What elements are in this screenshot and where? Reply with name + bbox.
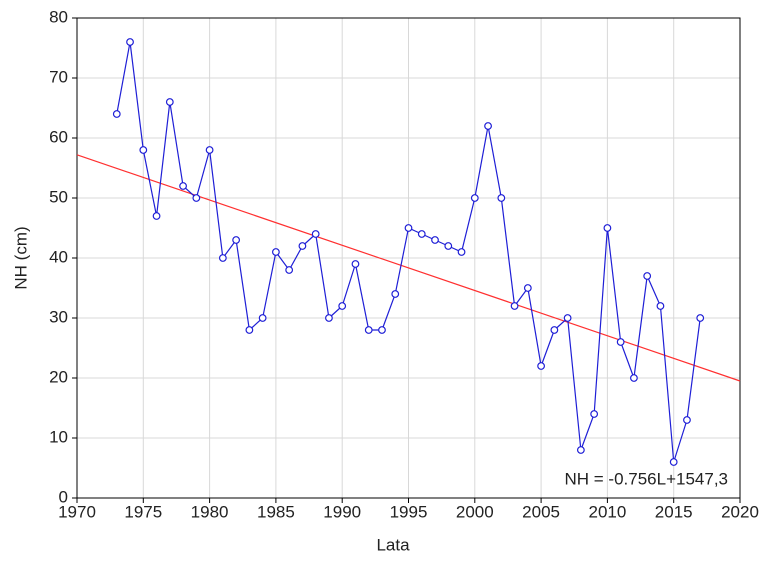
- x-tick-label: 1980: [191, 502, 229, 521]
- x-tick-label: 2015: [655, 502, 693, 521]
- x-tick-label: 1985: [257, 502, 295, 521]
- data-point: [391, 290, 400, 298]
- data-point: [298, 242, 307, 250]
- data-point: [431, 236, 439, 244]
- data-point: [192, 194, 201, 202]
- plot-frame: [76, 17, 741, 499]
- data-point: [139, 146, 148, 154]
- y-tick-label: 10: [49, 427, 68, 446]
- data-point: [179, 182, 187, 190]
- data-point: [258, 314, 267, 322]
- data-point: [126, 38, 134, 46]
- data-point: [563, 314, 572, 322]
- data-point: [325, 314, 333, 322]
- annotation: NH = -0.756L+1547,3: [564, 469, 728, 488]
- y-tick-label: 40: [49, 247, 68, 266]
- x-tick-label: 2000: [456, 502, 494, 521]
- data-point: [404, 224, 413, 232]
- x-tick-label: 1975: [124, 502, 162, 521]
- y-tick-label: 60: [49, 127, 68, 146]
- data-point: [643, 272, 652, 280]
- data-point: [616, 338, 625, 346]
- data-point: [497, 194, 506, 202]
- data-point: [364, 326, 373, 334]
- data-point: [285, 266, 294, 274]
- x-tick-label: 2020: [721, 502, 759, 521]
- data-point: [351, 260, 360, 268]
- y-tick-label: 70: [49, 67, 68, 86]
- data-point: [457, 248, 466, 256]
- data-point: [603, 224, 612, 232]
- data-point: [417, 230, 426, 238]
- data-point: [444, 242, 453, 250]
- y-tick-label: 50: [49, 187, 68, 206]
- trend-line: [76, 154, 741, 382]
- data-point: [590, 410, 599, 418]
- data-point: [537, 362, 545, 370]
- data-point: [470, 194, 479, 202]
- x-tick-label: 1995: [390, 502, 428, 521]
- data-point: [484, 122, 492, 130]
- data-point: [550, 326, 559, 334]
- data-point: [272, 248, 280, 256]
- y-tick-label: 30: [49, 307, 68, 326]
- data-point: [112, 110, 121, 118]
- data-point: [576, 446, 585, 454]
- data-point: [165, 98, 174, 106]
- data-point: [218, 254, 227, 262]
- data-point: [656, 302, 665, 310]
- x-tick-label: 2010: [588, 502, 626, 521]
- data-point: [510, 302, 519, 310]
- data-point: [523, 284, 532, 292]
- y-tick-label: 20: [49, 367, 68, 386]
- data-point: [683, 416, 691, 424]
- x-tick-label: 1970: [58, 502, 96, 521]
- data-point: [232, 236, 241, 244]
- data-point: [378, 326, 386, 334]
- data-point: [630, 374, 638, 382]
- y-axis-label: NH (cm): [11, 226, 30, 289]
- data-point: [245, 326, 254, 334]
- data-point: [669, 458, 678, 466]
- x-tick-label: 2005: [522, 502, 560, 521]
- y-tick-label: 80: [49, 7, 68, 26]
- data-point: [152, 212, 161, 220]
- data-point: [205, 146, 214, 154]
- x-axis-label: Lata: [376, 535, 410, 554]
- data-point: [311, 230, 320, 238]
- data-point: [338, 302, 347, 310]
- y-tick-label: 0: [59, 487, 68, 506]
- data-point: [696, 314, 705, 322]
- x-tick-label: 1990: [323, 502, 361, 521]
